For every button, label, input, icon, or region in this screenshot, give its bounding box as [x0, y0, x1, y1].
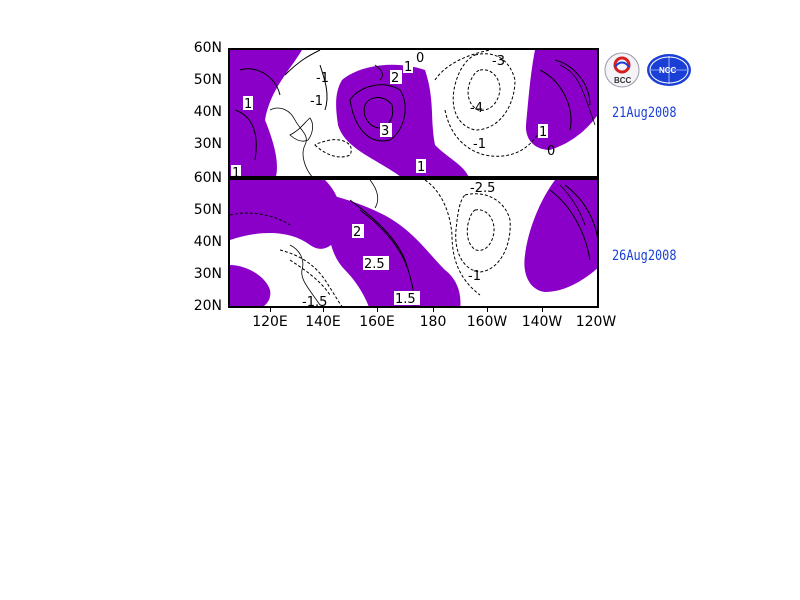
contour-label: 1 — [232, 166, 240, 178]
contour-label: 0 — [547, 144, 555, 159]
contour-label: 1.5 — [395, 292, 416, 307]
lon-label-160w: 160W — [466, 314, 508, 330]
map-panel-26aug2008: -2.5 2 2.5 -1.5 1.5 -1 — [228, 178, 599, 308]
bcc-logo-text: BCC — [614, 76, 632, 85]
ncc-logo-text: NCC — [659, 66, 677, 75]
anomaly-field-top: 1 2 1 -1 -1 0 -3 -4 -1 1 0 3 1 1 — [230, 50, 597, 178]
contour-label: 2 — [353, 225, 361, 240]
positive-region-east — [525, 50, 597, 150]
lat-label-50n-top: 50N — [193, 72, 222, 88]
contour-lines-top — [234, 50, 591, 161]
lat-label-60n-bottom: 60N — [193, 170, 222, 186]
contour-label: -1.5 — [302, 295, 327, 308]
positive-region-west — [230, 180, 342, 249]
map-panel-21aug2008: 1 2 1 -1 -1 0 -3 -4 -1 1 0 3 1 1 — [228, 48, 599, 178]
lat-label-50n-bottom: 50N — [193, 202, 222, 218]
lon-tick — [487, 306, 488, 312]
positive-region-central — [328, 195, 461, 306]
positive-region-west — [230, 50, 302, 176]
date-label-top: 21Aug2008 — [612, 105, 677, 121]
contour-label: 2.5 — [364, 257, 385, 272]
lat-label-30n-bottom: 30N — [193, 266, 222, 282]
contour-label: -1 — [468, 269, 481, 284]
lon-tick — [433, 306, 434, 312]
lon-tick — [323, 306, 324, 312]
coastlines-bottom — [289, 180, 586, 306]
lon-tick — [377, 306, 378, 312]
contour-label: -2.5 — [470, 181, 495, 196]
contour-labels-top: 1 2 1 -1 -1 0 -3 -4 -1 1 0 3 1 1 — [231, 51, 555, 178]
lat-label-20n-bottom: 20N — [193, 298, 222, 314]
coastlines-top — [269, 64, 596, 176]
contour-label: 1 — [417, 160, 425, 175]
lon-tick — [270, 306, 271, 312]
ncc-logo: NCC — [645, 52, 693, 88]
contour-label: 3 — [381, 124, 389, 139]
contour-label: 1 — [539, 125, 547, 140]
contour-label: -1 — [316, 71, 329, 86]
contour-label: -1 — [310, 94, 323, 109]
lon-label-120e: 120E — [252, 314, 288, 330]
positive-region-east — [524, 180, 597, 292]
date-label-bottom: 26Aug2008 — [612, 248, 677, 264]
bcc-logo: BCC — [603, 52, 641, 88]
contour-label: 1 — [404, 60, 412, 75]
lon-label-140e: 140E — [305, 314, 341, 330]
contour-label: 1 — [244, 97, 252, 112]
contour-labels-bottom: -2.5 2 2.5 -1.5 1.5 -1 — [302, 181, 495, 308]
lat-label-40n-top: 40N — [193, 104, 222, 120]
lon-label-180: 180 — [419, 314, 447, 330]
positive-region-central — [336, 64, 469, 176]
anomaly-field-bottom: -2.5 2 2.5 -1.5 1.5 -1 — [230, 180, 597, 308]
lon-label-120w: 120W — [575, 314, 617, 330]
contour-label: 2 — [391, 71, 399, 86]
contour-label: -4 — [470, 101, 483, 116]
lat-label-30n-top: 30N — [193, 136, 222, 152]
lon-label-160e: 160E — [359, 314, 395, 330]
positive-region-southwest — [230, 265, 271, 306]
lat-label-40n-bottom: 40N — [193, 234, 222, 250]
contour-label: -3 — [492, 54, 505, 69]
contour-label: -1 — [473, 137, 486, 152]
lon-tick — [542, 306, 543, 312]
contour-label: 0 — [416, 51, 424, 66]
lat-label-60n-top: 60N — [193, 40, 222, 56]
lon-label-140w: 140W — [521, 314, 563, 330]
